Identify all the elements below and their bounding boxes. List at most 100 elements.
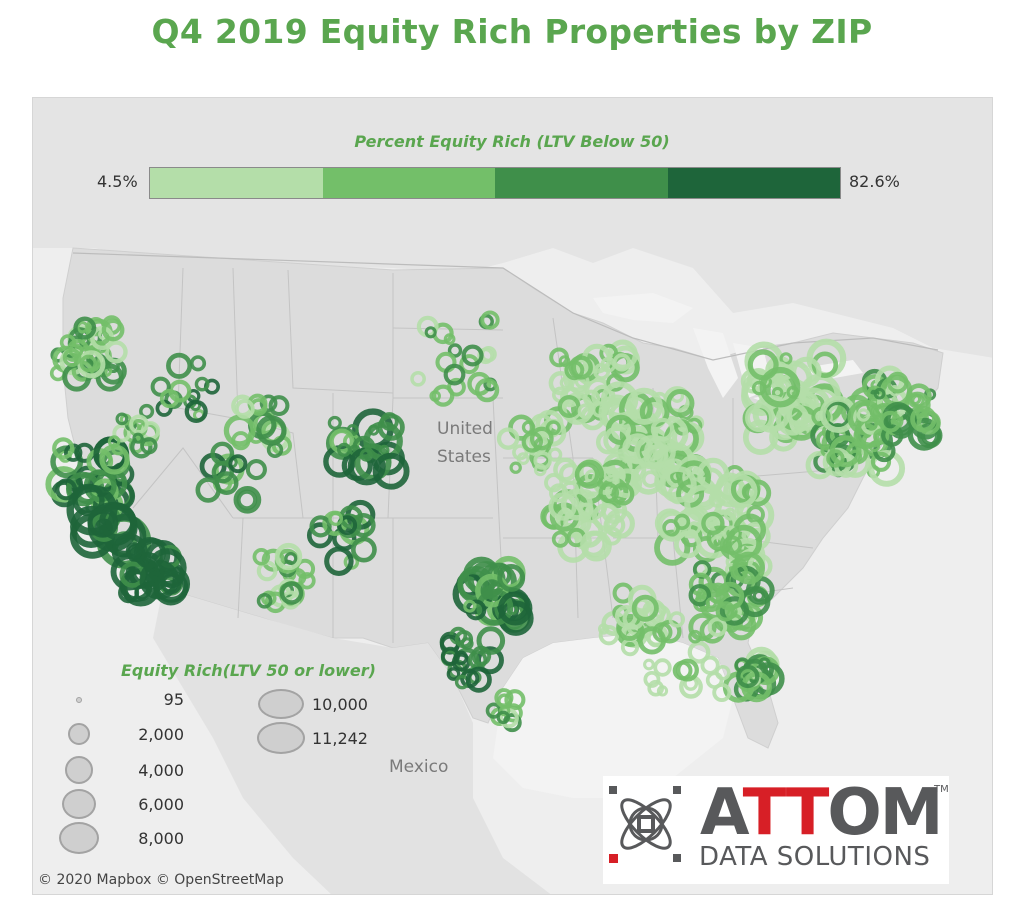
zip-marker[interactable] (474, 377, 500, 403)
zip-marker[interactable] (651, 602, 667, 619)
zip-marker[interactable] (259, 394, 278, 413)
zip-marker[interactable] (460, 637, 474, 650)
zip-marker[interactable] (268, 395, 290, 417)
zip-marker[interactable] (465, 666, 492, 693)
zip-marker[interactable] (544, 473, 564, 493)
zip-marker[interactable] (643, 435, 676, 468)
zip-marker[interactable] (606, 466, 619, 478)
zip-marker[interactable] (359, 448, 373, 462)
zip-marker[interactable] (368, 424, 380, 436)
zip-marker[interactable] (184, 399, 208, 423)
zip-marker[interactable] (708, 490, 726, 508)
zip-marker[interactable] (306, 522, 334, 549)
zip-marker[interactable] (498, 591, 533, 626)
zip-marker[interactable] (62, 348, 82, 367)
zip-marker[interactable] (856, 408, 871, 422)
zip-marker[interactable] (643, 670, 661, 688)
zip-marker[interactable] (125, 542, 143, 560)
zip-marker[interactable] (598, 482, 620, 503)
zip-marker[interactable] (611, 482, 635, 506)
zip-marker[interactable] (558, 355, 571, 367)
zip-marker[interactable] (886, 371, 909, 394)
zip-marker[interactable] (725, 524, 763, 562)
zip-marker[interactable] (497, 563, 526, 592)
zip-marker[interactable] (112, 423, 132, 443)
zip-marker[interactable] (329, 428, 355, 454)
zip-marker[interactable] (715, 581, 745, 611)
zip-marker[interactable] (521, 420, 536, 435)
zip-marker[interactable] (672, 660, 693, 681)
zip-marker[interactable] (228, 454, 248, 474)
us-map[interactable] (33, 98, 993, 895)
zip-marker[interactable] (577, 403, 594, 420)
zip-marker[interactable] (879, 410, 902, 433)
zip-marker[interactable] (641, 470, 660, 488)
zip-marker[interactable] (107, 435, 121, 448)
zip-marker[interactable] (715, 601, 736, 622)
zip-marker[interactable] (873, 387, 886, 400)
zip-marker[interactable] (674, 530, 702, 559)
zip-marker[interactable] (279, 581, 304, 605)
zip-marker[interactable] (580, 530, 608, 558)
zip-marker[interactable] (873, 428, 890, 445)
zip-marker[interactable] (480, 310, 500, 330)
zip-marker[interactable] (79, 354, 98, 373)
zip-marker[interactable] (440, 646, 460, 666)
zip-marker[interactable] (129, 414, 149, 434)
zip-marker[interactable] (284, 552, 298, 566)
zip-marker[interactable] (548, 492, 577, 521)
zip-marker[interactable] (256, 592, 273, 609)
zip-marker[interactable] (298, 572, 316, 590)
zip-marker[interactable] (730, 562, 749, 581)
zip-marker[interactable] (144, 571, 165, 593)
zip-marker[interactable] (705, 597, 717, 609)
zip-marker[interactable] (166, 352, 193, 379)
zip-marker[interactable] (545, 420, 561, 436)
zip-marker[interactable] (461, 344, 484, 367)
zip-marker[interactable] (132, 432, 144, 444)
zip-marker[interactable] (447, 377, 466, 397)
zip-marker[interactable] (687, 640, 711, 664)
zip-marker[interactable] (673, 513, 691, 530)
zip-marker[interactable] (195, 477, 221, 503)
zip-marker[interactable] (826, 449, 845, 468)
zip-marker[interactable] (775, 402, 810, 436)
zip-marker[interactable] (688, 572, 713, 597)
zip-marker[interactable] (603, 514, 626, 537)
zip-marker[interactable] (907, 417, 941, 451)
zip-marker[interactable] (140, 437, 158, 455)
zip-marker[interactable] (574, 462, 600, 487)
zip-markers[interactable] (45, 310, 943, 733)
zip-marker[interactable] (825, 423, 851, 448)
zip-marker[interactable] (104, 340, 128, 364)
zip-marker[interactable] (652, 622, 673, 643)
zip-marker[interactable] (643, 658, 655, 671)
zip-marker[interactable] (274, 542, 303, 571)
zip-marker[interactable] (424, 326, 437, 339)
zip-marker[interactable] (512, 444, 529, 461)
zip-marker[interactable] (659, 465, 697, 504)
zip-marker[interactable] (99, 502, 137, 541)
zip-marker[interactable] (497, 693, 513, 709)
zip-marker[interactable] (676, 658, 699, 682)
zip-marker[interactable] (194, 376, 210, 392)
zip-marker[interactable] (256, 415, 287, 446)
zip-marker[interactable] (560, 386, 581, 408)
zip-marker[interactable] (592, 502, 621, 531)
zip-marker[interactable] (66, 484, 118, 536)
map-attribution[interactable]: © 2020 Mapbox © OpenStreetMap (38, 872, 284, 888)
zip-marker[interactable] (245, 459, 267, 481)
zip-marker[interactable] (504, 689, 526, 711)
zip-marker[interactable] (115, 412, 129, 426)
zip-marker[interactable] (868, 450, 906, 487)
zip-marker[interactable] (447, 343, 463, 358)
zip-marker[interactable] (631, 594, 659, 622)
zip-marker[interactable] (236, 489, 258, 511)
zip-marker[interactable] (653, 658, 672, 677)
zip-marker[interactable] (568, 355, 593, 380)
zip-marker[interactable] (819, 395, 857, 433)
zip-marker[interactable] (101, 318, 125, 342)
zip-marker[interactable] (73, 316, 97, 340)
zip-marker[interactable] (231, 431, 251, 451)
zip-marker[interactable] (252, 548, 271, 566)
